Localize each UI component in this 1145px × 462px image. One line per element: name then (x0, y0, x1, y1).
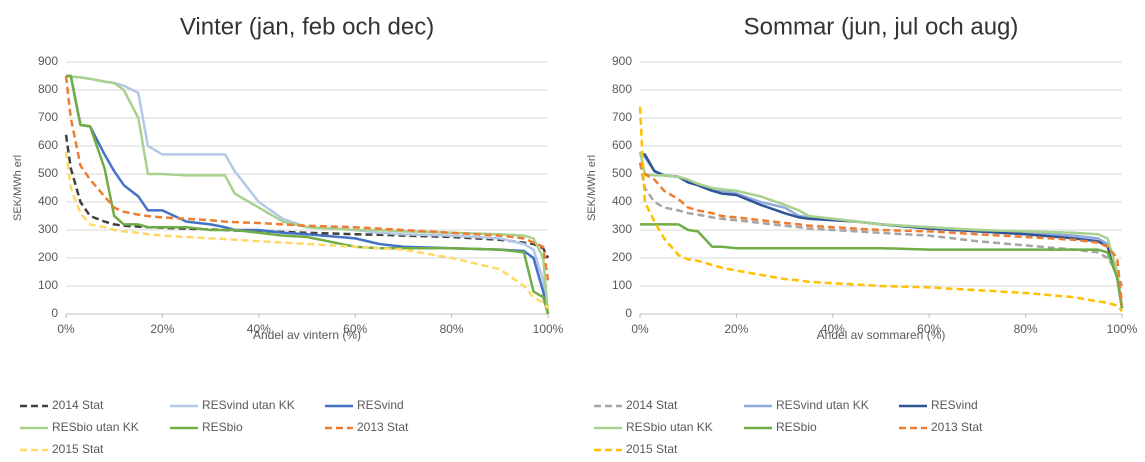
legend-label: RESbio (202, 420, 243, 434)
x-tick-label: 20% (724, 322, 748, 336)
x-tick-label: 40% (247, 322, 271, 336)
series-line (638, 162, 1124, 287)
legend-label: 2014 Stat (52, 398, 104, 412)
legend-label: RESbio utan KK (626, 420, 713, 434)
y-tick-label: 100 (612, 278, 632, 292)
y-tick-label: 600 (612, 138, 632, 152)
x-tick-label: 100% (1107, 322, 1138, 336)
y-tick-label: 500 (612, 166, 632, 180)
series-line (640, 223, 1124, 309)
y-tick-label: 100 (38, 278, 58, 292)
x-tick-label: 80% (440, 322, 464, 336)
x-tick-label: 60% (343, 322, 367, 336)
legend-label: RESvind utan KK (776, 398, 869, 412)
y-tick-label: 600 (38, 138, 58, 152)
y-tick-label: 0 (625, 306, 632, 320)
y-tick-label: 800 (612, 82, 632, 96)
chart-title: Vinter (jan, feb och dec) (180, 13, 434, 40)
legend-label: RESbio utan KK (52, 420, 139, 434)
y-tick-label: 400 (612, 194, 632, 208)
legend-label: RESvind (357, 398, 404, 412)
legend-label: 2013 Stat (357, 420, 409, 434)
x-axis-title: Andel av vintern (%) (253, 328, 361, 342)
x-tick-label: 0% (631, 322, 649, 336)
y-tick-label: 500 (38, 166, 58, 180)
legend-label: 2015 Stat (626, 442, 678, 456)
x-axis-title: Andel av sommaren (%) (817, 328, 946, 342)
series-line (638, 151, 1124, 309)
series-line (64, 134, 550, 259)
series-line (66, 74, 550, 315)
y-axis-title: SEK/MWh erl (12, 155, 24, 221)
y-tick-label: 0 (51, 306, 58, 320)
y-tick-label: 300 (38, 222, 58, 236)
x-tick-label: 80% (1014, 322, 1038, 336)
legend-label: 2015 Stat (52, 442, 104, 456)
x-tick-label: 60% (917, 322, 941, 336)
y-tick-label: 800 (38, 82, 58, 96)
y-tick-label: 200 (612, 250, 632, 264)
x-tick-label: 20% (150, 322, 174, 336)
x-tick-label: 40% (821, 322, 845, 336)
y-tick-label: 900 (38, 54, 58, 68)
y-tick-label: 400 (38, 194, 58, 208)
series-line (66, 74, 550, 315)
legend-label: 2014 Stat (626, 398, 678, 412)
series-line (65, 74, 550, 315)
legend-label: RESvind utan KK (202, 398, 295, 412)
y-tick-label: 200 (38, 250, 58, 264)
y-axis-title: SEK/MWh erl (586, 155, 598, 221)
y-tick-label: 900 (612, 54, 632, 68)
series-line (638, 106, 1123, 313)
x-tick-label: 0% (57, 322, 75, 336)
legend-label: RESvind (931, 398, 978, 412)
y-tick-label: 700 (38, 110, 58, 124)
series-line (638, 162, 1124, 306)
series-line (64, 151, 549, 310)
x-tick-label: 100% (533, 322, 564, 336)
chart-title: Sommar (jun, jul och aug) (744, 13, 1019, 40)
y-tick-label: 300 (612, 222, 632, 236)
legend-label: RESbio (776, 420, 817, 434)
y-tick-label: 700 (612, 110, 632, 124)
series-line (64, 75, 550, 281)
legend-label: 2013 Stat (931, 420, 983, 434)
